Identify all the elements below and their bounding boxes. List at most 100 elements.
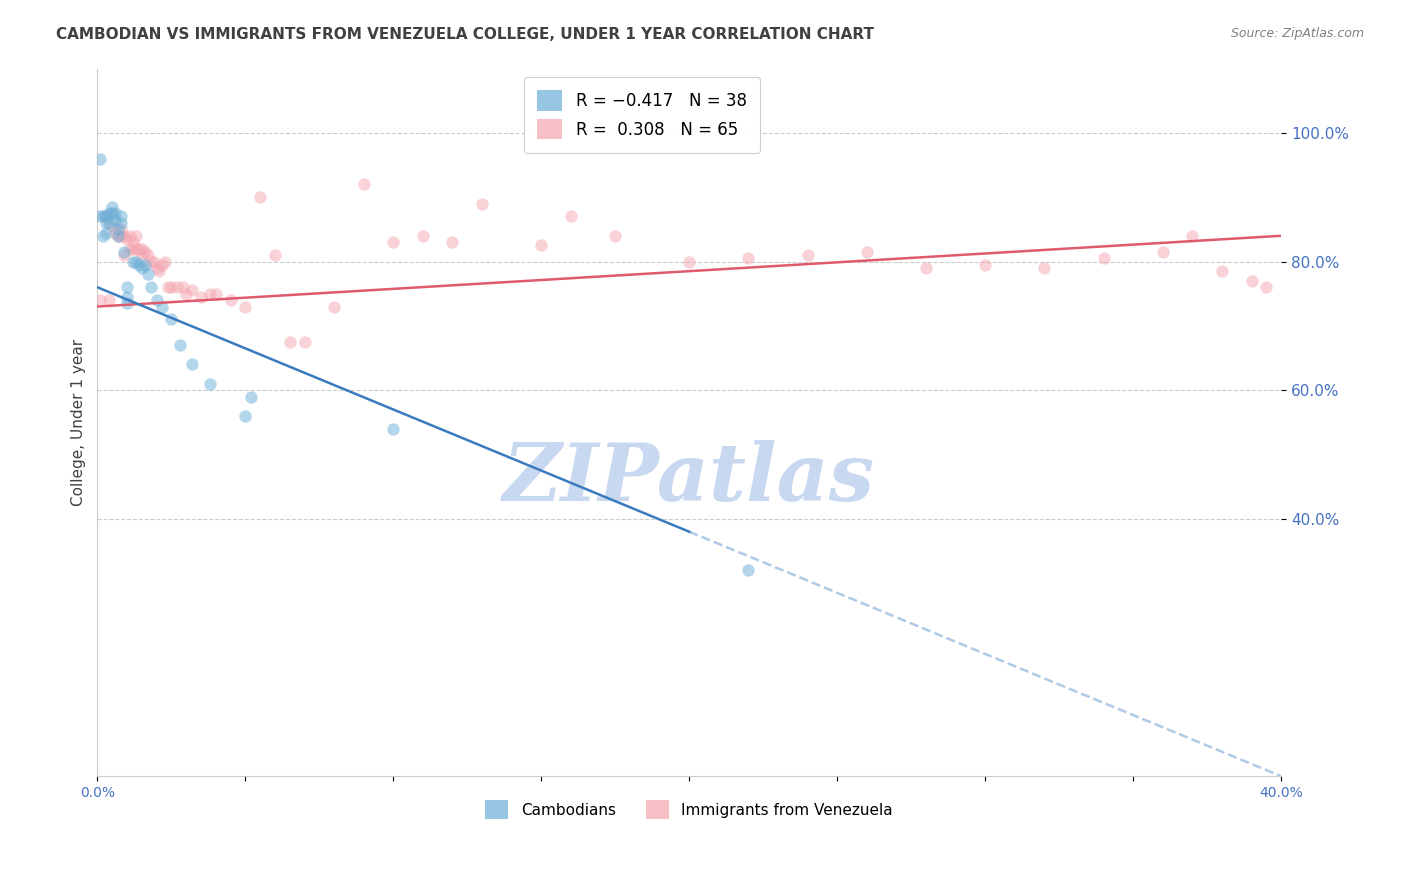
Point (96, 210, 118, 224)
Point (412, 228, 434, 243)
Point (160, 280, 183, 294)
Point (560, 210, 582, 224)
Point (118, 228, 141, 243)
Point (89, 152, 111, 166)
Point (89, 210, 111, 224)
Text: CAMBODIAN VS IMMIGRANTS FROM VENEZUELA COLLEGE, UNDER 1 YEAR CORRELATION CHART: CAMBODIAN VS IMMIGRANTS FROM VENEZUELA C… (56, 27, 875, 42)
Point (101, 219, 124, 234)
Point (181, 358, 204, 372)
Point (125, 228, 148, 243)
Point (112, 244, 135, 259)
Point (139, 254, 162, 268)
Point (198, 376, 221, 391)
Point (1240, 274, 1263, 288)
Point (1256, 280, 1278, 294)
Point (166, 280, 188, 294)
Point (233, 300, 256, 314)
Point (181, 284, 204, 298)
Point (169, 338, 191, 352)
Point (96, 226, 118, 240)
Text: ZIPatlas: ZIPatlas (503, 441, 876, 517)
Point (136, 268, 159, 282)
Point (155, 254, 177, 268)
Point (1152, 244, 1174, 259)
Point (145, 260, 167, 275)
Point (121, 254, 143, 268)
Point (96, 216, 118, 230)
Point (121, 242, 143, 256)
Point (115, 290, 138, 304)
Point (174, 286, 197, 301)
Point (110, 216, 132, 230)
Point (134, 244, 156, 259)
Point (98, 206, 121, 220)
Point (855, 244, 877, 259)
Point (204, 286, 226, 301)
Point (145, 293, 167, 307)
Point (294, 334, 316, 349)
Point (118, 242, 141, 256)
Point (104, 226, 127, 240)
Point (737, 252, 759, 266)
Point (530, 238, 553, 252)
Point (796, 248, 818, 262)
Point (125, 242, 148, 256)
Point (157, 280, 180, 294)
Point (915, 260, 938, 275)
Point (131, 242, 153, 256)
Point (382, 422, 405, 436)
Point (152, 300, 174, 314)
Point (219, 293, 242, 307)
Point (737, 563, 759, 577)
Point (98, 216, 121, 230)
Point (974, 258, 997, 272)
Point (1181, 228, 1204, 243)
Y-axis label: College, Under 1 year: College, Under 1 year (72, 339, 86, 506)
Point (107, 228, 129, 243)
Point (353, 178, 375, 192)
Point (107, 228, 129, 243)
Point (104, 206, 127, 220)
Point (249, 190, 271, 204)
Point (190, 290, 212, 304)
Point (121, 235, 143, 250)
Point (101, 200, 124, 214)
Point (107, 222, 129, 236)
Point (323, 300, 346, 314)
Point (98, 293, 121, 307)
Point (110, 228, 132, 243)
Point (96, 210, 118, 224)
Point (678, 254, 700, 268)
Point (605, 228, 627, 243)
Point (240, 390, 263, 404)
Point (128, 258, 150, 272)
Point (148, 264, 170, 278)
Point (441, 235, 464, 250)
Point (160, 312, 183, 326)
Point (134, 258, 156, 272)
Point (382, 235, 405, 250)
Point (112, 228, 135, 243)
Point (91, 228, 114, 243)
Point (471, 196, 494, 211)
Point (115, 280, 138, 294)
Point (115, 232, 138, 246)
Point (1211, 264, 1233, 278)
Point (101, 206, 124, 220)
Point (89, 293, 111, 307)
Point (110, 222, 132, 236)
Point (115, 296, 138, 310)
Point (131, 248, 153, 262)
Point (91, 210, 114, 224)
Point (104, 212, 127, 227)
Point (136, 248, 159, 262)
Point (198, 286, 221, 301)
Text: Source: ZipAtlas.com: Source: ZipAtlas.com (1230, 27, 1364, 40)
Point (110, 210, 132, 224)
Point (1033, 260, 1056, 275)
Point (278, 334, 301, 349)
Point (233, 409, 256, 423)
Point (131, 260, 153, 275)
Point (1092, 252, 1115, 266)
Point (112, 248, 135, 262)
